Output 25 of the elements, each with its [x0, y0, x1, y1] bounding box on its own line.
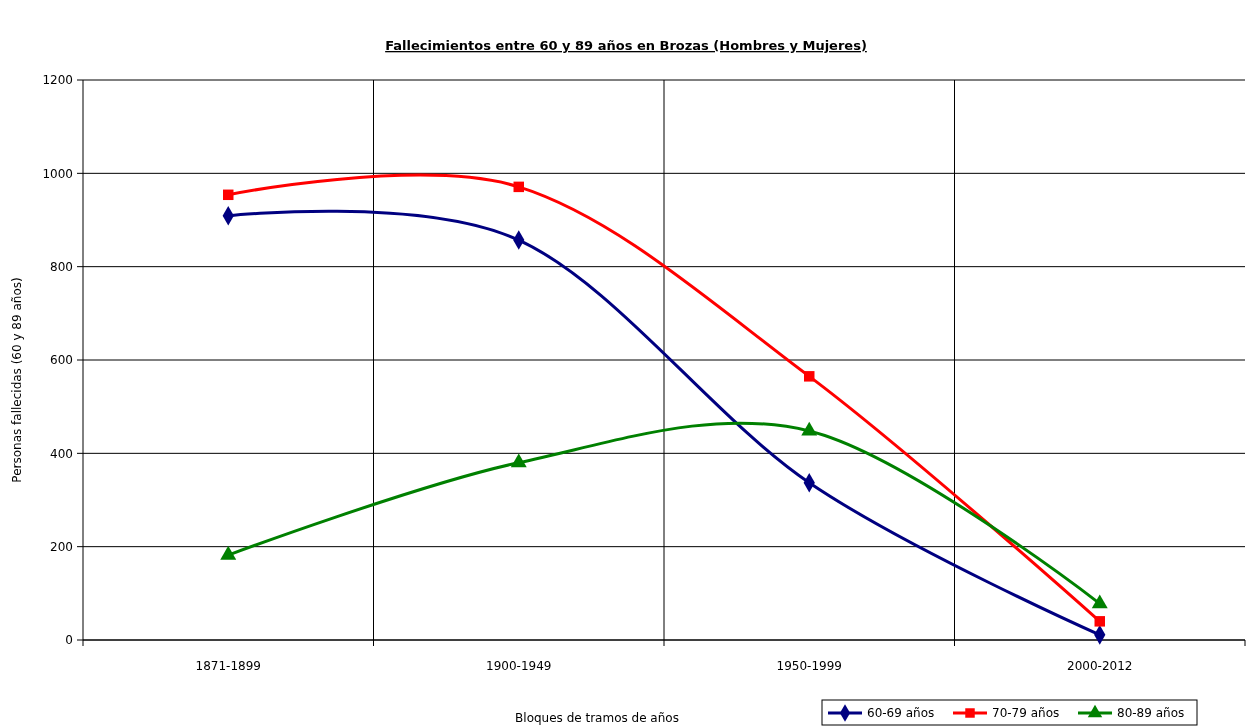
- y-tick-label: 0: [65, 633, 73, 648]
- y-tick-label: 600: [50, 353, 73, 368]
- legend-label: 80-89 años: [1117, 706, 1185, 721]
- y-axis-title: Personas fallecidas (60 y 89 años): [10, 277, 24, 483]
- point: [223, 189, 234, 201]
- x-axis-title: Bloques de tramos de años: [515, 711, 679, 725]
- point: [1091, 594, 1108, 609]
- legend-label: 60-69 años: [867, 706, 935, 721]
- point: [510, 453, 527, 468]
- legend-label: 70-79 años: [992, 706, 1060, 721]
- x-tick-label: 1900-1949: [486, 659, 552, 673]
- point: [220, 545, 237, 560]
- chart-title: Fallecimientos entre 60 y 89 años en Brozas (Hombres y Mujeres): [385, 38, 867, 53]
- y-tick-label: 1200: [42, 73, 73, 88]
- x-tick-label: 1950-1999: [776, 659, 842, 673]
- x-tick-label: 1871-1899: [195, 659, 261, 673]
- point: [801, 421, 818, 436]
- point: [1094, 616, 1105, 627]
- y-tick-label: 1000: [42, 166, 73, 181]
- x-tick-label: 2000-2012: [1067, 659, 1133, 673]
- y-tick-label: 200: [50, 539, 73, 554]
- y-tick-label: 400: [50, 446, 73, 461]
- y-tick-label: 800: [50, 259, 73, 274]
- point: [513, 181, 524, 193]
- point: [804, 371, 815, 382]
